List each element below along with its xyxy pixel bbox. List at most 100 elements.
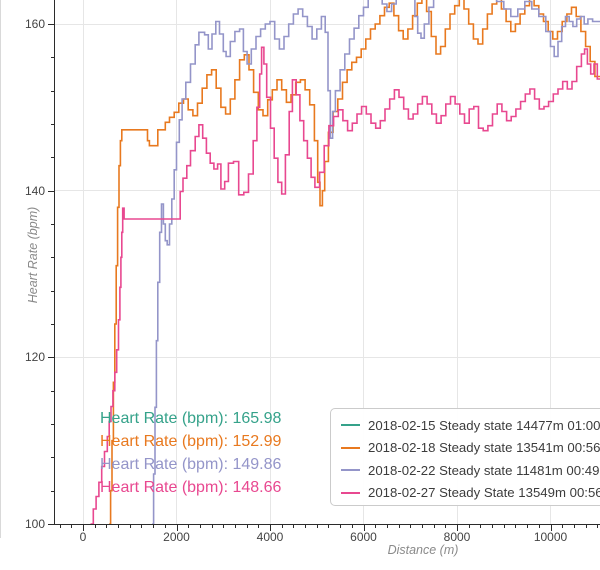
y-minor-tick (51, 457, 55, 459)
legend-label: 2018-02-18 Steady state 13541m 00:56:0 (368, 440, 600, 456)
x-major-tick (363, 525, 365, 531)
x-tick-label: 0 (79, 530, 87, 544)
x-axis-line (54, 524, 600, 525)
hover-readout-row: Heart Rate (bpm): 165.98 (100, 410, 282, 427)
legend-label: 2018-02-27 Steady State 13549m 00:56:4 (368, 485, 600, 501)
legend-swatch (341, 491, 360, 494)
hover-readout: Heart Rate (bpm): 165.98 Heart Rate (bpm)… (100, 407, 281, 499)
x-minor-tick (94, 525, 96, 528)
y-tick-label: 140 (24, 183, 45, 198)
legend-item[interactable]: 2018-02-22 Steady state 11481m 00:49:1 (341, 459, 600, 482)
x-minor-tick (398, 525, 400, 528)
legend-label: 2018-02-15 Steady state 14477m 01:00:2 (368, 417, 600, 433)
plot-area[interactable] (0, 0, 600, 524)
x-minor-tick (246, 525, 248, 528)
legend-item[interactable]: 2018-02-27 Steady State 13549m 00:56:4 (341, 482, 600, 505)
x-minor-tick (480, 525, 482, 528)
x-minor-tick (515, 525, 517, 528)
legend-item[interactable]: 2018-02-15 Steady state 14477m 01:00:2 (341, 414, 600, 437)
x-minor-tick (153, 525, 155, 528)
x-gridline (550, 0, 551, 524)
x-minor-tick (281, 525, 283, 528)
legend-swatch (341, 469, 360, 472)
series-line (109, 0, 600, 524)
x-minor-tick (421, 525, 423, 528)
x-minor-tick (492, 525, 494, 528)
panel-left-border (0, 0, 1, 538)
x-axis-title: Distance (m) (387, 543, 459, 557)
y-major-tick (48, 524, 55, 525)
x-minor-tick (433, 525, 435, 528)
x-minor-tick (538, 525, 540, 528)
y-tick-label: 160 (24, 17, 45, 31)
x-minor-tick (375, 525, 377, 528)
x-major-tick (550, 525, 552, 531)
y-minor-tick (51, 57, 55, 59)
y-minor-tick (51, 157, 55, 159)
x-minor-tick (59, 525, 61, 528)
x-minor-tick (468, 525, 470, 528)
y-gridline (55, 190, 600, 192)
x-gridline (176, 0, 177, 524)
x-minor-tick (562, 525, 564, 528)
x-gridline (82, 0, 84, 524)
legend: 2018-02-15 Steady state 14477m 01:00:2 20… (330, 408, 600, 506)
x-minor-tick (328, 525, 330, 528)
x-minor-tick (573, 525, 575, 528)
y-gridline (55, 23, 600, 25)
x-minor-tick (258, 525, 260, 528)
y-major-tick (48, 24, 55, 25)
series-line (90, 46, 600, 524)
x-minor-tick (527, 525, 529, 528)
x-tick-label: 8000 (443, 530, 471, 544)
hover-readout-row: Heart Rate (bpm): 148.66 (100, 479, 282, 496)
x-minor-tick (71, 525, 73, 528)
x-tick-label: 10000 (533, 530, 568, 544)
x-major-tick (270, 525, 271, 531)
x-gridline (456, 0, 458, 524)
x-minor-tick (234, 525, 236, 528)
legend-swatch (341, 424, 360, 427)
x-major-tick (176, 525, 178, 531)
hover-readout-row: Heart Rate (bpm): 149.86 (100, 456, 282, 473)
x-minor-tick (445, 525, 447, 528)
x-tick-label: 6000 (350, 530, 377, 544)
y-minor-tick (51, 424, 55, 425)
y-tick-label: 120 (24, 350, 45, 365)
y-major-tick (48, 190, 55, 192)
x-minor-tick (164, 525, 166, 528)
y-minor-tick (51, 490, 55, 492)
x-minor-tick (316, 525, 318, 528)
series-line (152, 0, 600, 524)
y-minor-tick (51, 224, 55, 225)
x-gridline (269, 0, 271, 524)
x-minor-tick (129, 525, 131, 528)
x-minor-tick (410, 525, 412, 528)
y-axis-line (54, 0, 55, 525)
x-minor-tick (597, 525, 599, 528)
x-tick-label: 2000 (163, 530, 190, 544)
x-minor-tick (211, 525, 213, 528)
legend-label: 2018-02-22 Steady state 11481m 00:49:1 (368, 462, 600, 478)
x-major-tick (83, 525, 84, 531)
y-tick-label: 100 (24, 517, 45, 531)
x-minor-tick (106, 525, 108, 528)
legend-swatch (341, 446, 360, 449)
y-minor-tick (51, 390, 55, 392)
x-minor-tick (199, 525, 201, 528)
y-minor-tick (51, 324, 55, 325)
x-tick-label: 4000 (256, 530, 284, 544)
x-minor-tick (188, 525, 190, 528)
x-minor-tick (340, 525, 342, 528)
x-minor-tick (118, 525, 120, 528)
legend-item[interactable]: 2018-02-18 Steady state 13541m 00:56:0 (341, 437, 600, 460)
y-major-tick (48, 357, 55, 359)
hover-readout-row: Heart Rate (bpm): 152.99 (100, 433, 282, 450)
x-gridline (363, 0, 364, 524)
y-minor-tick (51, 90, 55, 92)
y-minor-tick (51, 257, 55, 259)
x-minor-tick (351, 525, 353, 528)
x-minor-tick (305, 525, 307, 528)
y-minor-tick (51, 124, 55, 125)
